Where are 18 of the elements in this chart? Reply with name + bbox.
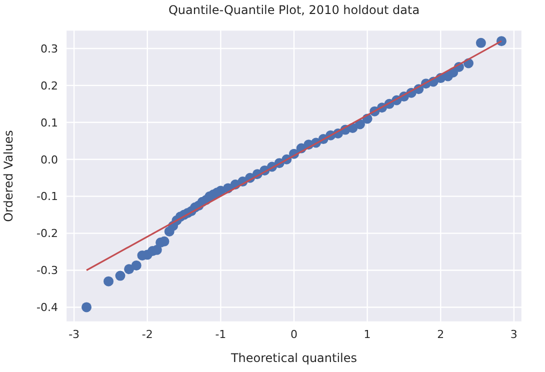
x-tick-label: -2 [142,328,153,341]
y-tick-label: -0.3 [36,264,58,278]
x-tick-label: -1 [215,328,226,341]
y-tick-label: 0.1 [40,116,58,130]
y-tick-label: -0.4 [36,301,58,314]
x-tick-label: -3 [68,328,80,341]
x-tick-label: 0 [290,328,298,341]
x-tick-label: 2 [437,328,444,341]
y-tick-label: 0.0 [40,153,58,166]
y-tick-label: 0.3 [40,42,58,56]
x-tick-label: 1 [364,328,371,341]
x-tick-label: 3 [510,328,518,341]
y-tick-label: -0.1 [36,190,58,204]
chart-title: Quantile-Quantile Plot, 2010 holdout data [167,3,421,17]
y-tick-label: 0.2 [40,79,58,92]
y-tick-label: -0.2 [36,227,58,240]
y-axis-title: Ordered Values [1,130,16,222]
x-axis-title: Theoretical quantiles [230,351,358,365]
